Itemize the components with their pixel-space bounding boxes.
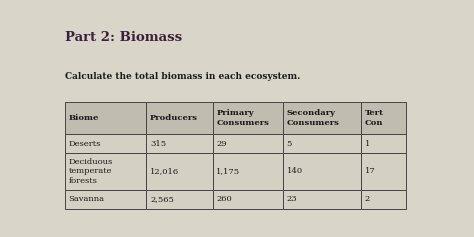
Text: Producers: Producers	[150, 114, 198, 122]
Text: Part 2: Biomass: Part 2: Biomass	[65, 31, 182, 44]
Text: 2,565: 2,565	[150, 195, 174, 203]
Text: Tert
Con: Tert Con	[365, 109, 383, 127]
Text: 315: 315	[150, 140, 166, 148]
Text: Deserts: Deserts	[68, 140, 101, 148]
Bar	[146, 153, 213, 190]
Bar	[65, 153, 146, 190]
Bar	[361, 102, 406, 134]
Bar	[213, 153, 283, 190]
Text: Biome: Biome	[68, 114, 99, 122]
Bar	[361, 190, 406, 209]
Bar	[283, 102, 361, 134]
Bar	[146, 190, 213, 209]
Text: Primary
Consumers: Primary Consumers	[217, 109, 269, 127]
Text: 1,175: 1,175	[217, 168, 241, 175]
Bar	[361, 134, 406, 153]
Text: 1: 1	[365, 140, 370, 148]
Bar	[65, 102, 146, 134]
Text: Savanna: Savanna	[68, 195, 104, 203]
Text: 29: 29	[217, 140, 227, 148]
Text: 12,016: 12,016	[150, 168, 179, 175]
Bar	[283, 153, 361, 190]
Text: 260: 260	[217, 195, 232, 203]
Bar	[65, 134, 146, 153]
Text: 23: 23	[287, 195, 297, 203]
Text: 140: 140	[287, 168, 303, 175]
Text: Calculate the total biomass in each ecosystem.: Calculate the total biomass in each ecos…	[65, 72, 300, 81]
Bar	[146, 134, 213, 153]
Bar	[213, 134, 283, 153]
Text: Secondary
Consumers: Secondary Consumers	[287, 109, 339, 127]
Text: 5: 5	[287, 140, 292, 148]
Text: 2: 2	[365, 195, 370, 203]
Bar	[283, 190, 361, 209]
Bar	[213, 190, 283, 209]
Text: 17: 17	[365, 168, 375, 175]
Bar	[213, 102, 283, 134]
Text: Deciduous
temperate
forests: Deciduous temperate forests	[68, 158, 113, 185]
Bar	[65, 190, 146, 209]
Bar	[146, 102, 213, 134]
Bar	[361, 153, 406, 190]
Bar	[283, 134, 361, 153]
